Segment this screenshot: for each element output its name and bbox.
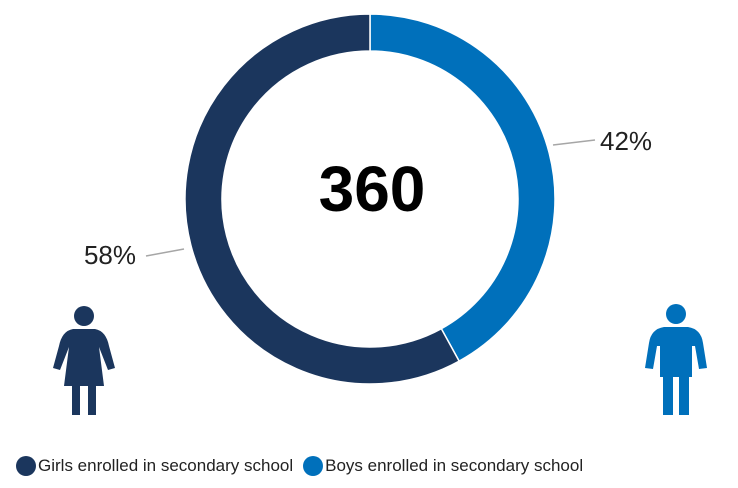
legend-swatch-boys [303, 456, 324, 476]
boy-icon [645, 304, 707, 415]
legend-item-girls: Girls enrolled in secondary school [16, 456, 293, 476]
legend: Girls enrolled in secondary school Boys … [16, 456, 593, 476]
legend-item-boys: Boys enrolled in secondary school [303, 456, 583, 476]
donut-chart: 360 42% 58% [53, 13, 707, 415]
data-label-girls: 58% [84, 240, 136, 270]
legend-label-girls: Girls enrolled in secondary school [38, 456, 294, 475]
legend-label-boys: Boys enrolled in secondary school [325, 456, 584, 475]
center-total-label: 360 [319, 153, 426, 225]
donut-slice-boys [369, 13, 556, 363]
data-label-boys: 42% [600, 126, 652, 156]
girl-icon [53, 306, 115, 415]
leader-line-girls [145, 248, 185, 257]
leader-line-boys [552, 139, 596, 146]
donut-slice-girls [184, 13, 461, 385]
legend-swatch-girls [16, 456, 36, 476]
